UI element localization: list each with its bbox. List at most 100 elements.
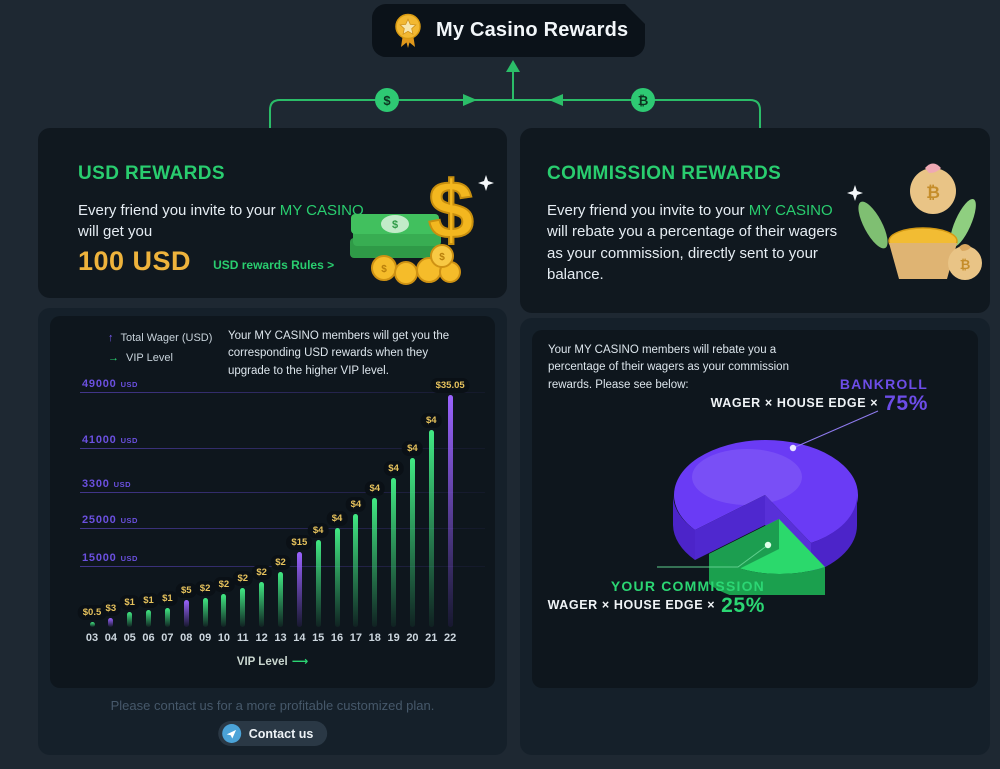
- dollar-coin-icon: [375, 88, 399, 112]
- svg-text:₿: ₿: [926, 183, 940, 202]
- usd-chart-card: ↑ Total Wager (USD) → VIP Level Your MY …: [38, 308, 507, 755]
- btc-coin-symbol: ₿: [638, 93, 649, 108]
- x-tick-label: 17: [349, 632, 363, 644]
- coin-pot: [888, 227, 958, 279]
- bar-value-label: $2: [213, 577, 235, 592]
- x-tick-label: 09: [198, 632, 212, 644]
- bar-vip-03: [89, 622, 95, 627]
- bankroll-dot: [789, 444, 797, 452]
- money-bags-illustration: ₿ ₿: [847, 163, 982, 280]
- arrow-right-icon: [463, 94, 477, 106]
- commission-leader-line: [657, 544, 769, 568]
- bankroll-leader-line: [792, 410, 879, 449]
- bar-vip-11: [240, 588, 246, 627]
- bar-value-label: $4: [307, 523, 329, 538]
- bankroll-label: BANKROLL: [839, 376, 928, 392]
- page-title: My Casino Rewards: [436, 19, 629, 41]
- sparkle-icon: [847, 185, 863, 201]
- bar-value-label: $4: [326, 511, 348, 526]
- x-tick-label: 08: [180, 632, 193, 644]
- banknotes: $: [350, 214, 441, 258]
- bar-vip-16: [334, 528, 340, 627]
- bar-value-label: $4: [383, 461, 404, 476]
- x-tick-label: 10: [217, 632, 231, 644]
- bar-vip-13: [278, 572, 283, 627]
- commission-chart-plot: Your MY CASINO members will rebate you a…: [532, 330, 978, 688]
- x-tick-label: 11: [236, 632, 249, 644]
- x-tick-label: 07: [161, 632, 174, 644]
- big-money-bag: ₿: [910, 163, 956, 214]
- commission-formula: WAGER × HOUSE EDGE × 25%: [548, 594, 765, 618]
- usd-rewards-desc: Every friend you invite to your MY CASIN…: [78, 200, 368, 243]
- commission-rewards-title: COMMISSION REWARDS: [547, 163, 782, 184]
- x-tick-label: 20: [406, 632, 419, 644]
- usd-rewards-card: USD REWARDS Every friend you invite to y…: [38, 128, 507, 298]
- x-tick-label: 18: [368, 632, 381, 644]
- money-stack-illustration: $ $ $ $: [350, 164, 494, 285]
- usd-rules-link[interactable]: USD rewards Rules >: [213, 258, 335, 272]
- usd-amount: 100 USD: [78, 246, 192, 276]
- header: My Casino Rewards: [372, 4, 645, 57]
- svg-text:$: $: [381, 264, 387, 275]
- commission-label: YOUR COMMISSION: [610, 578, 765, 594]
- bar-vip-15: [315, 540, 321, 627]
- bar-value-label: $3: [100, 601, 122, 616]
- sparkle-icon: [478, 175, 494, 191]
- btc-coin-icon: [631, 88, 655, 112]
- bar-vip-14: [296, 552, 302, 627]
- bar-vip-20: [409, 458, 415, 627]
- bar-value-label: $2: [194, 581, 216, 596]
- bar-value-label: $35.05: [430, 378, 470, 393]
- bar-value-label: $15: [286, 535, 313, 550]
- bar-vip-12: [259, 582, 265, 627]
- contact-us-button[interactable]: Contact us: [217, 721, 328, 746]
- bar-value-label: $2: [232, 571, 254, 586]
- commission-rewards-card: COMMISSION REWARDS Every friend you invi…: [520, 128, 990, 313]
- x-tick-label: 16: [330, 632, 344, 644]
- dollar-coin-symbol: $: [383, 93, 391, 108]
- header-corner-notch: [625, 4, 645, 24]
- gridline: [80, 528, 485, 529]
- contact-us-label: Contact us: [248, 726, 314, 741]
- bar-vip-18: [372, 498, 378, 627]
- commission-percent: 25%: [721, 594, 765, 617]
- arrow-left-icon: [549, 94, 563, 106]
- commission-desc-before: Every friend you invite to your: [547, 202, 749, 219]
- usd-chart-description: Your MY CASINO members will get you the …: [228, 330, 450, 377]
- medal-icon: [395, 13, 421, 48]
- x-tick-label: 22: [444, 632, 457, 644]
- x-tick-label: 05: [123, 632, 136, 644]
- bar-vip-19: [391, 478, 397, 627]
- svg-text:₿: ₿: [960, 257, 971, 272]
- commission-desc-after: will rebate you a percentage of their wa…: [547, 223, 838, 283]
- y-tick-label: 15000 USD: [82, 552, 138, 564]
- x-axis-label: VIP Level ⟶: [50, 654, 495, 668]
- legend-vip-level-label: VIP Level: [126, 352, 173, 364]
- bar-vip-05: [127, 612, 133, 627]
- x-tick-label: 13: [274, 632, 287, 644]
- bar-value-label: $2: [251, 565, 272, 580]
- big-dollar-sign: $: [428, 165, 474, 256]
- bankroll-percent: 75%: [884, 392, 928, 415]
- x-tick-label: 03: [85, 632, 99, 644]
- x-tick-label: 06: [142, 632, 155, 644]
- commission-rewards-desc: Every friend you invite to your MY CASIN…: [547, 200, 852, 285]
- commission-pie-chart: [657, 410, 879, 595]
- legend-arrow-up-icon: ↑: [108, 332, 114, 344]
- commission-chart-description: Your MY CASINO members will rebate you a…: [548, 344, 789, 391]
- y-tick-label: 49000 USD: [82, 378, 138, 390]
- bar-vip-04: [108, 618, 114, 627]
- gold-coins: $ $: [371, 244, 461, 285]
- gridline: [80, 392, 485, 393]
- brand-name: MY CASINO: [748, 202, 833, 219]
- bar-value-label: $4: [364, 481, 386, 496]
- telegram-icon: [221, 724, 241, 743]
- y-tick-label: 25000 USD: [82, 514, 138, 526]
- flow-connector: $ ₿: [269, 60, 761, 128]
- bar-vip-22: [447, 395, 453, 627]
- bar-vip-17: [353, 514, 359, 627]
- bar-vip-10: [221, 594, 227, 627]
- x-tick-label: 12: [255, 632, 268, 644]
- bankroll-formula-text: WAGER × HOUSE EDGE ×: [710, 396, 879, 410]
